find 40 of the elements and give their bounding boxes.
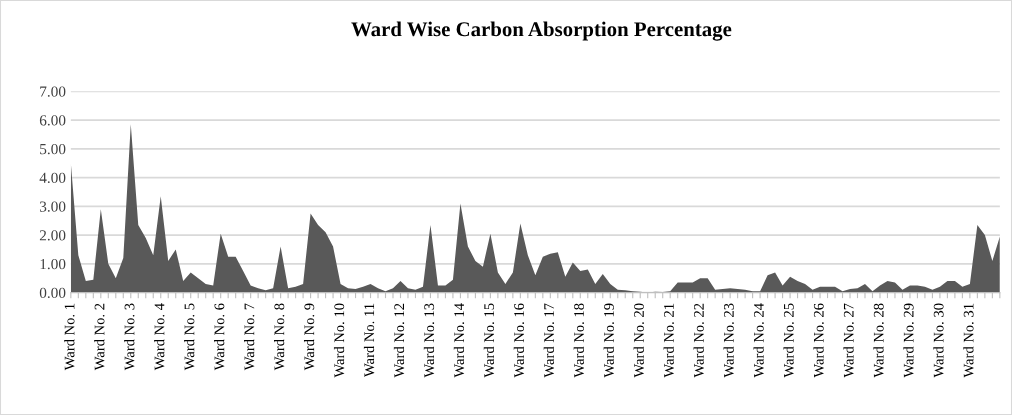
x-tick-label: Ward No. 21: [663, 303, 674, 378]
y-tick-label: 3.00: [39, 201, 66, 212]
x-tick-label: Ward No. 27: [843, 303, 854, 378]
x-tick-label: Ward No. 22: [693, 303, 704, 378]
x-tick-label: Ward No. 26: [813, 303, 824, 378]
x-tick-label: Ward No. 1: [64, 303, 75, 371]
x-tick-label: Ward No. 8: [274, 303, 285, 371]
x-tick-label: Ward No. 5: [184, 303, 195, 371]
x-tick-label: Ward No. 18: [573, 303, 585, 378]
x-tick-label: Ward No. 19: [603, 303, 614, 378]
x-tick-label: Ward No. 29: [903, 303, 914, 378]
x-tick-label: Ward No. 15: [483, 303, 495, 378]
x-tick-label: Ward No. 28: [873, 303, 884, 378]
x-tick-label: Ward No. 20: [633, 303, 644, 378]
x-tick-label: Ward No. 11: [363, 303, 375, 377]
y-tick-label: 4.00: [39, 172, 66, 184]
x-tick-label: Ward No. 2: [94, 303, 105, 371]
x-tick-label: Ward No. 9: [303, 303, 315, 371]
x-tick-label: Ward No. 13: [423, 303, 435, 378]
x-tick-label: Ward No. 12: [393, 303, 405, 378]
x-tick-label: Ward No. 31: [963, 303, 974, 378]
x-tick-label: Ward No. 3: [124, 303, 135, 371]
x-tick-label: Ward No. 4: [154, 303, 165, 371]
x-tick-label: Ward No. 30: [933, 303, 944, 378]
x-tick-label: Ward No. 16: [513, 303, 525, 378]
y-tick-label: 6.00: [39, 115, 66, 126]
x-tick-label: Ward No. 23: [723, 303, 734, 378]
x-tick-label: Ward No. 25: [783, 303, 794, 378]
x-tick-label: Ward No. 14: [453, 303, 465, 378]
y-tick-label: 1.00: [40, 258, 66, 270]
x-tick-label: Ward No. 24: [753, 303, 764, 378]
y-tick-label: 7.00: [40, 86, 66, 97]
x-tick-label: Ward No. 10: [333, 303, 345, 378]
x-tick-label: Ward No. 6: [214, 303, 225, 371]
x-tick-label: Ward No. 7: [244, 303, 255, 371]
x-tick-label: Ward No. 17: [543, 303, 555, 378]
y-tick-label: 5.00: [40, 143, 66, 155]
y-tick-label: 2.00: [39, 230, 66, 241]
y-tick-label: 0.00: [39, 287, 66, 299]
chart-title: Ward Wise Carbon Absorption Percentage: [351, 21, 732, 41]
